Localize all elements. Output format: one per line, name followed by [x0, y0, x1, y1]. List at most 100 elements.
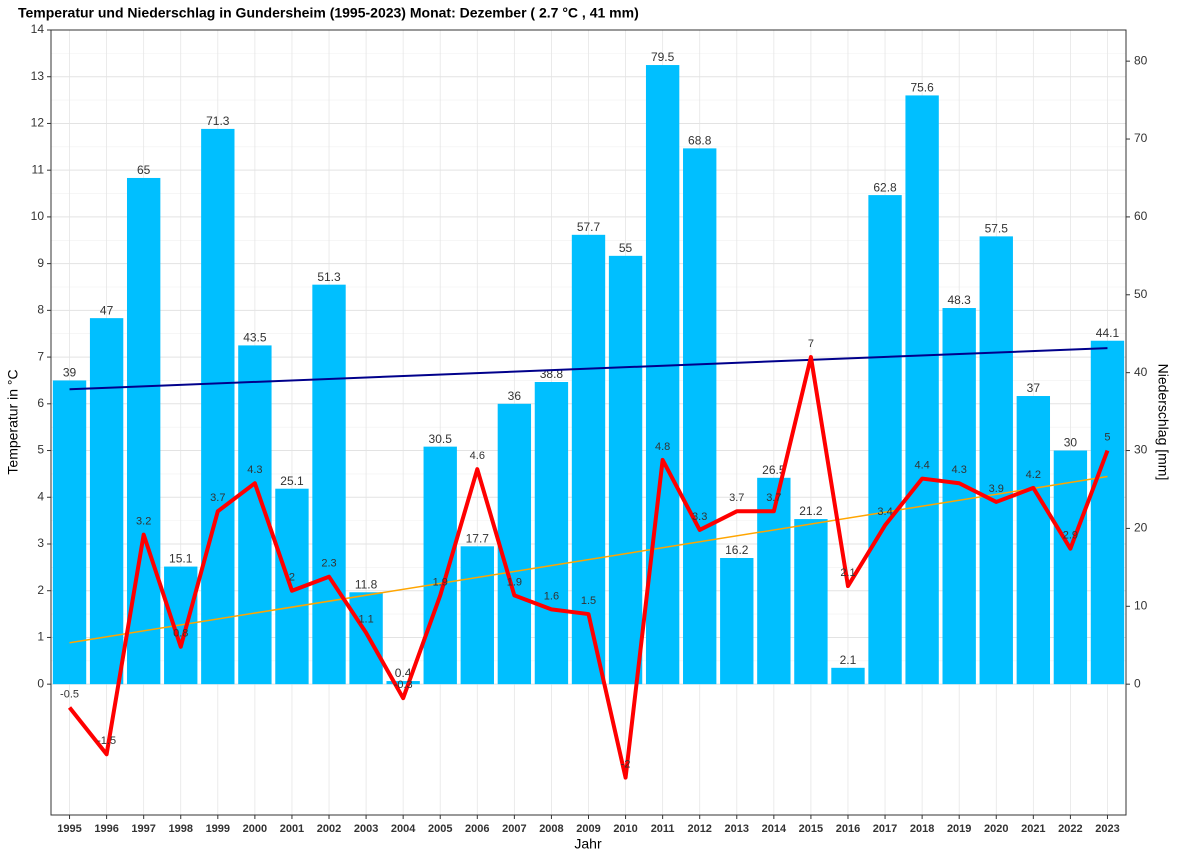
point-label: 3.7 [210, 492, 225, 504]
point-label: 3.9 [989, 483, 1004, 495]
x-tick-label: 2017 [873, 823, 897, 835]
y-tick-label: 11 [32, 162, 45, 176]
bar-label: 62.8 [873, 180, 897, 194]
y2-tick-label: 50 [1134, 287, 1148, 301]
x-tick-label: 2021 [1021, 823, 1045, 835]
y-tick-label: 2 [37, 583, 44, 597]
point-label: 1.5 [581, 595, 596, 607]
y-tick-label: 4 [37, 489, 44, 503]
bar [1053, 450, 1088, 685]
bar [423, 446, 457, 685]
bar-label: 0.4 [395, 666, 412, 680]
plot-border [50, 29, 1127, 816]
y-tick-label: 9 [37, 256, 44, 270]
point-label: 2.9 [1063, 530, 1078, 542]
x-tick-label: 2022 [1058, 823, 1082, 835]
x-tick-label: 2011 [651, 823, 675, 835]
bar-label: 43.5 [243, 331, 267, 345]
bar-label: 57.7 [577, 220, 601, 234]
point-label: 1.9 [507, 576, 522, 588]
bar-label: 37 [1027, 381, 1041, 395]
bar-label: 47 [100, 303, 114, 317]
bar [497, 403, 532, 685]
bar-label: 39 [63, 366, 77, 380]
point-label: 3.7 [729, 492, 744, 504]
point-label: -1.5 [97, 735, 116, 747]
bar [942, 308, 976, 685]
bar-label: 57.5 [985, 222, 1009, 236]
bar-label: 71.3 [206, 114, 230, 128]
point-label: 3.4 [877, 506, 892, 518]
y-tick-label: 10 [31, 209, 45, 223]
x-tick-label: 2007 [502, 823, 526, 835]
bar-label: 79.5 [651, 50, 675, 64]
point-label: 2 [289, 572, 295, 584]
bar-label: 55 [619, 241, 633, 255]
y2-tick-label: 70 [1134, 131, 1148, 145]
point-label: 3.3 [692, 511, 707, 523]
x-tick-label: 2010 [613, 823, 637, 835]
y2-axis-title: Niederschlag [mm] [1155, 364, 1171, 481]
point-label: 4.2 [1026, 469, 1041, 481]
bar-label: 2.1 [840, 653, 857, 667]
y-tick-label: 0 [37, 676, 44, 690]
y-tick-label: 7 [37, 349, 44, 363]
y-tick-label: 5 [37, 443, 44, 457]
y-tick-label: 1 [37, 630, 44, 644]
point-label: 1.6 [544, 590, 559, 602]
bar-label: 17.7 [466, 531, 490, 545]
point-label: 1.9 [433, 576, 448, 588]
x-tick-label: 1997 [131, 823, 155, 835]
x-tick-label: 2023 [1095, 823, 1119, 835]
bar-label: 26.5 [762, 463, 786, 477]
point-label: 4.3 [952, 464, 967, 476]
point-label: 0.8 [173, 628, 188, 640]
y-tick-label: 12 [31, 116, 45, 130]
bar [201, 128, 235, 685]
bar [349, 592, 383, 685]
bar-label: 44.1 [1096, 326, 1120, 340]
x-tick-label: 2015 [799, 823, 823, 835]
x-tick-label: 2016 [836, 823, 860, 835]
bar [534, 382, 569, 685]
bar-label: 21.2 [799, 504, 823, 518]
bar-label: 51.3 [317, 270, 341, 284]
bar [905, 95, 939, 685]
y2-tick-label: 40 [1134, 365, 1148, 379]
y2-tick-label: 20 [1134, 521, 1148, 535]
bar-label: 36 [508, 389, 522, 403]
bar [979, 236, 1013, 685]
x-tick-label: 2006 [465, 823, 489, 835]
x-tick-label: 1999 [206, 823, 230, 835]
x-tick-label: 2020 [984, 823, 1008, 835]
bar-label: 16.2 [725, 543, 749, 557]
bar [868, 195, 902, 685]
point-label: 2.1 [840, 567, 855, 579]
x-tick-label: 2019 [947, 823, 971, 835]
trend-line [69, 347, 1108, 391]
x-tick-label: 1996 [94, 823, 118, 835]
bar [608, 255, 643, 685]
bar [794, 519, 828, 685]
x-tick-label: 2018 [910, 823, 934, 835]
y2-tick-label: 30 [1134, 443, 1148, 457]
y-tick-label: 13 [31, 69, 45, 83]
temperature-line [67, 355, 1110, 780]
bar-label: 48.3 [948, 293, 972, 307]
x-tick-label: 2003 [354, 823, 378, 835]
bar [89, 318, 124, 685]
y-axis-title: Temperatur in °C [5, 369, 21, 474]
bar-label: 65 [137, 163, 151, 177]
bar [831, 667, 865, 685]
x-tick-label: 2008 [539, 823, 563, 835]
x-tick-label: 2005 [428, 823, 452, 835]
bar-label: 15.1 [169, 552, 193, 566]
y2-tick-label: 10 [1134, 598, 1148, 612]
bar [645, 65, 680, 685]
bar [1016, 396, 1051, 685]
y-tick-label: 3 [37, 536, 44, 550]
x-tick-label: 2012 [687, 823, 711, 835]
point-label: 3.2 [136, 516, 151, 528]
point-label: 3.7 [766, 492, 781, 504]
y2-tick-label: 80 [1134, 53, 1148, 67]
